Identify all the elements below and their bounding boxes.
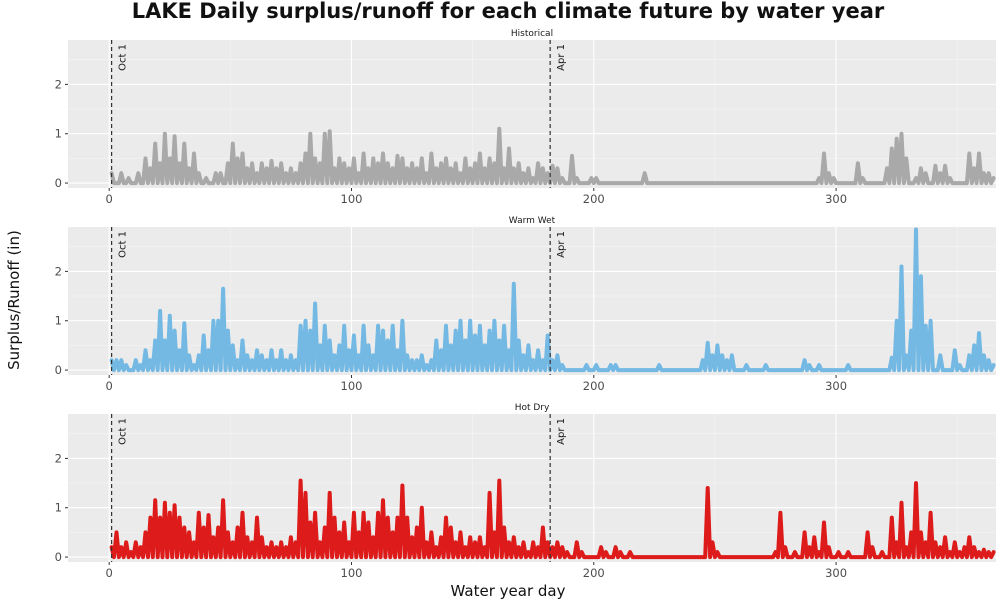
vline-label-apr-1: Apr 1 <box>556 44 567 71</box>
series-line-historical <box>109 126 996 186</box>
facet-label-warm-wet: Warm Wet <box>509 216 556 226</box>
y-tick-label: 0 <box>55 550 62 564</box>
y-tick-label: 0 <box>55 363 62 377</box>
x-tick-label: 300 <box>825 566 847 580</box>
facet-label-hot-dry: Hot Dry <box>515 403 550 413</box>
x-tick-label: 100 <box>341 192 363 206</box>
y-tick-label: 1 <box>55 314 62 328</box>
x-tick-label: 200 <box>583 379 605 393</box>
series-line-hot-dry <box>109 478 996 560</box>
x-tick-label: 100 <box>341 566 363 580</box>
vline-label-oct-1: Oct 1 <box>118 231 129 258</box>
vline-label-oct-1: Oct 1 <box>118 418 129 445</box>
facet-label-historical: Historical <box>511 29 553 39</box>
x-tick-label: 200 <box>583 566 605 580</box>
x-tick-label: 0 <box>106 566 113 580</box>
y-tick-label: 2 <box>55 264 62 278</box>
x-tick-label: 100 <box>341 379 363 393</box>
y-axis-title: Surplus/Runoff (in) <box>5 230 23 370</box>
series-line-warm-wet <box>109 227 996 373</box>
y-tick-label: 2 <box>55 451 62 465</box>
vline-label-apr-1: Apr 1 <box>556 418 567 445</box>
x-tick-label: 200 <box>583 192 605 206</box>
chart-title: LAKE Daily surplus/runoff for each clima… <box>132 0 885 23</box>
x-tick-label: 0 <box>106 379 113 393</box>
vline-label-oct-1: Oct 1 <box>118 44 129 71</box>
panel-hot-dry: Oct 1 Apr 1 Hot Dry 0 1 2 0 100 200 300 <box>55 403 996 580</box>
x-tick-label: 0 <box>106 192 113 206</box>
x-tick-label: 300 <box>825 192 847 206</box>
y-tick-label: 0 <box>55 176 62 190</box>
x-axis-title: Water year day <box>451 582 566 600</box>
y-tick-label: 1 <box>55 501 62 515</box>
panel-background <box>68 40 996 188</box>
y-tick-label: 1 <box>55 127 62 141</box>
y-tick-label: 2 <box>55 77 62 91</box>
vline-label-apr-1: Apr 1 <box>556 231 567 258</box>
x-tick-label: 300 <box>825 379 847 393</box>
